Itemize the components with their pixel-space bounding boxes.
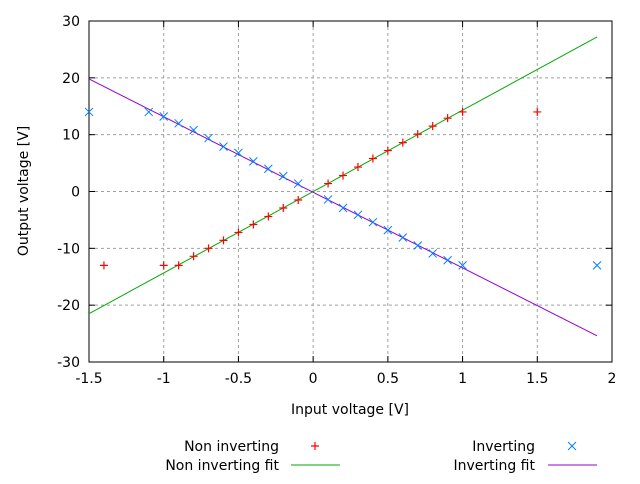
data-point-inverting [353,210,363,220]
legend-marker [311,442,319,450]
data-point-inverting [249,157,258,166]
grid [89,21,612,362]
data-point-inverting [323,195,333,204]
y-tick-label: -10 [57,241,80,257]
data-point-non-inverting [204,244,213,253]
data-point-non-inverting [294,196,303,205]
data-point-non-inverting [428,122,437,131]
data-point-non-inverting [458,107,467,116]
data-point-inverting [144,107,154,117]
data-point-inverting [174,118,184,128]
data-point-inverting [189,125,198,135]
data-point-non-inverting [99,261,108,270]
data-point-non-inverting [533,107,542,116]
x-tick-label: -1.5 [75,371,102,387]
data-point-non-inverting [219,236,228,245]
data-point-inverting [338,203,348,213]
data-point-non-inverting [353,163,362,172]
data-point-inverting [458,261,467,270]
data-point-non-inverting [324,179,333,188]
data-point-inverting [383,225,393,235]
y-tick-label: 10 [62,128,80,144]
data-point-inverting [398,233,408,242]
data-point-inverting [293,179,303,188]
legend-label: Non inverting fit [165,458,279,474]
y-axis-label: Output voltage [V] [16,126,32,256]
y-tick-label: 0 [71,185,80,201]
x-axis-label: Input voltage [V] [291,402,409,418]
data-point-non-inverting [279,203,288,212]
x-tick-label: 1.5 [526,371,548,387]
data-point-inverting [204,133,213,143]
data-point-non-inverting [443,114,452,123]
legend-label: Inverting [472,439,535,455]
data-point-non-inverting [174,261,183,270]
y-tick-label: 20 [62,71,80,87]
legend-label: Non inverting [184,439,279,455]
data-point-non-inverting [249,220,258,229]
legend-marker [567,441,577,451]
y-tick-label: 30 [62,14,80,30]
data-point-non-inverting [368,154,377,163]
data-point-inverting [443,255,452,265]
x-tick-label: -1 [157,371,171,387]
data-point-inverting [278,171,288,181]
data-point-inverting [219,142,228,151]
data-point-non-inverting [398,138,407,147]
legend-label: Inverting fit [453,458,535,474]
data-point-inverting [84,107,94,117]
x-tick-label: -0.5 [225,371,252,387]
legend: Non inverting Non inverting fit Inverting I… [165,439,597,474]
x-tick-label: 2 [608,371,617,387]
y-tick-label: -30 [57,355,80,371]
data-point-non-inverting [264,212,273,221]
y-tick-label: -20 [57,298,80,314]
ticks: -1.5 -1 -0.5 0 0.5 1 1.5 2 -30 -20 -10 0 10 20 30 [57,14,616,387]
data-point-non-inverting [189,252,198,261]
data-point-non-inverting [159,261,168,270]
data-marks [84,36,602,337]
x-tick-label: 0.5 [377,371,399,387]
data-point-inverting [428,249,438,258]
data-point-inverting [368,217,378,227]
data-point-inverting [234,148,243,158]
data-point-inverting [263,164,273,174]
data-point-non-inverting [383,146,392,155]
data-point-non-inverting [413,130,422,139]
data-point-inverting [413,241,423,250]
data-point-inverting [159,112,169,121]
data-point-inverting [592,261,602,270]
x-tick-label: 0 [309,371,318,387]
data-point-non-inverting [339,171,348,180]
data-point-non-inverting [234,228,243,237]
x-tick-label: 1 [458,371,467,387]
